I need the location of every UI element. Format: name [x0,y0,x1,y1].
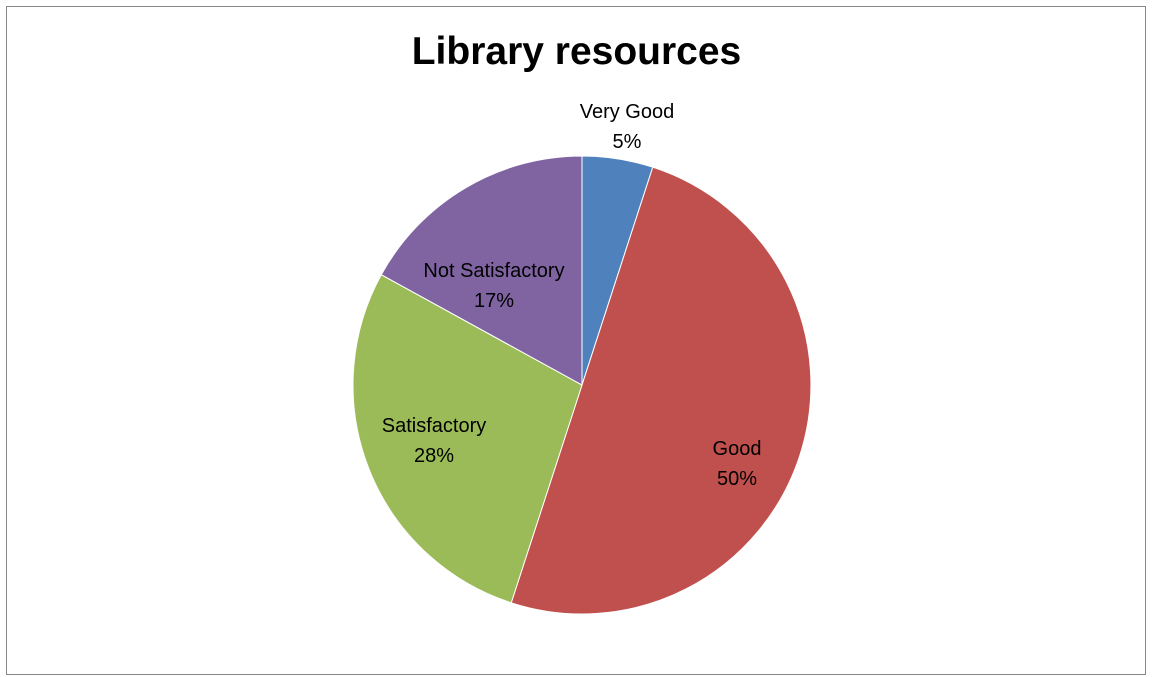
pie-slice-not-satisfactory [380,155,583,386]
data-label-very-good: Very Good 5% [580,101,675,153]
data-label-satisfactory: Satisfactory 28% [382,415,486,467]
pie-labels: Very Good 5% Good 50% Satisfactory 28% Not Sat… [382,101,762,490]
data-label-not-satisfactory: Not Satisfactory 17% [423,260,564,312]
data-label-good: Good 50% [713,438,762,490]
chart-title: Library resources [411,30,742,73]
pie-slices [352,155,812,615]
pie-slice-good [510,166,812,615]
pie-slice-satisfactory [352,273,583,604]
